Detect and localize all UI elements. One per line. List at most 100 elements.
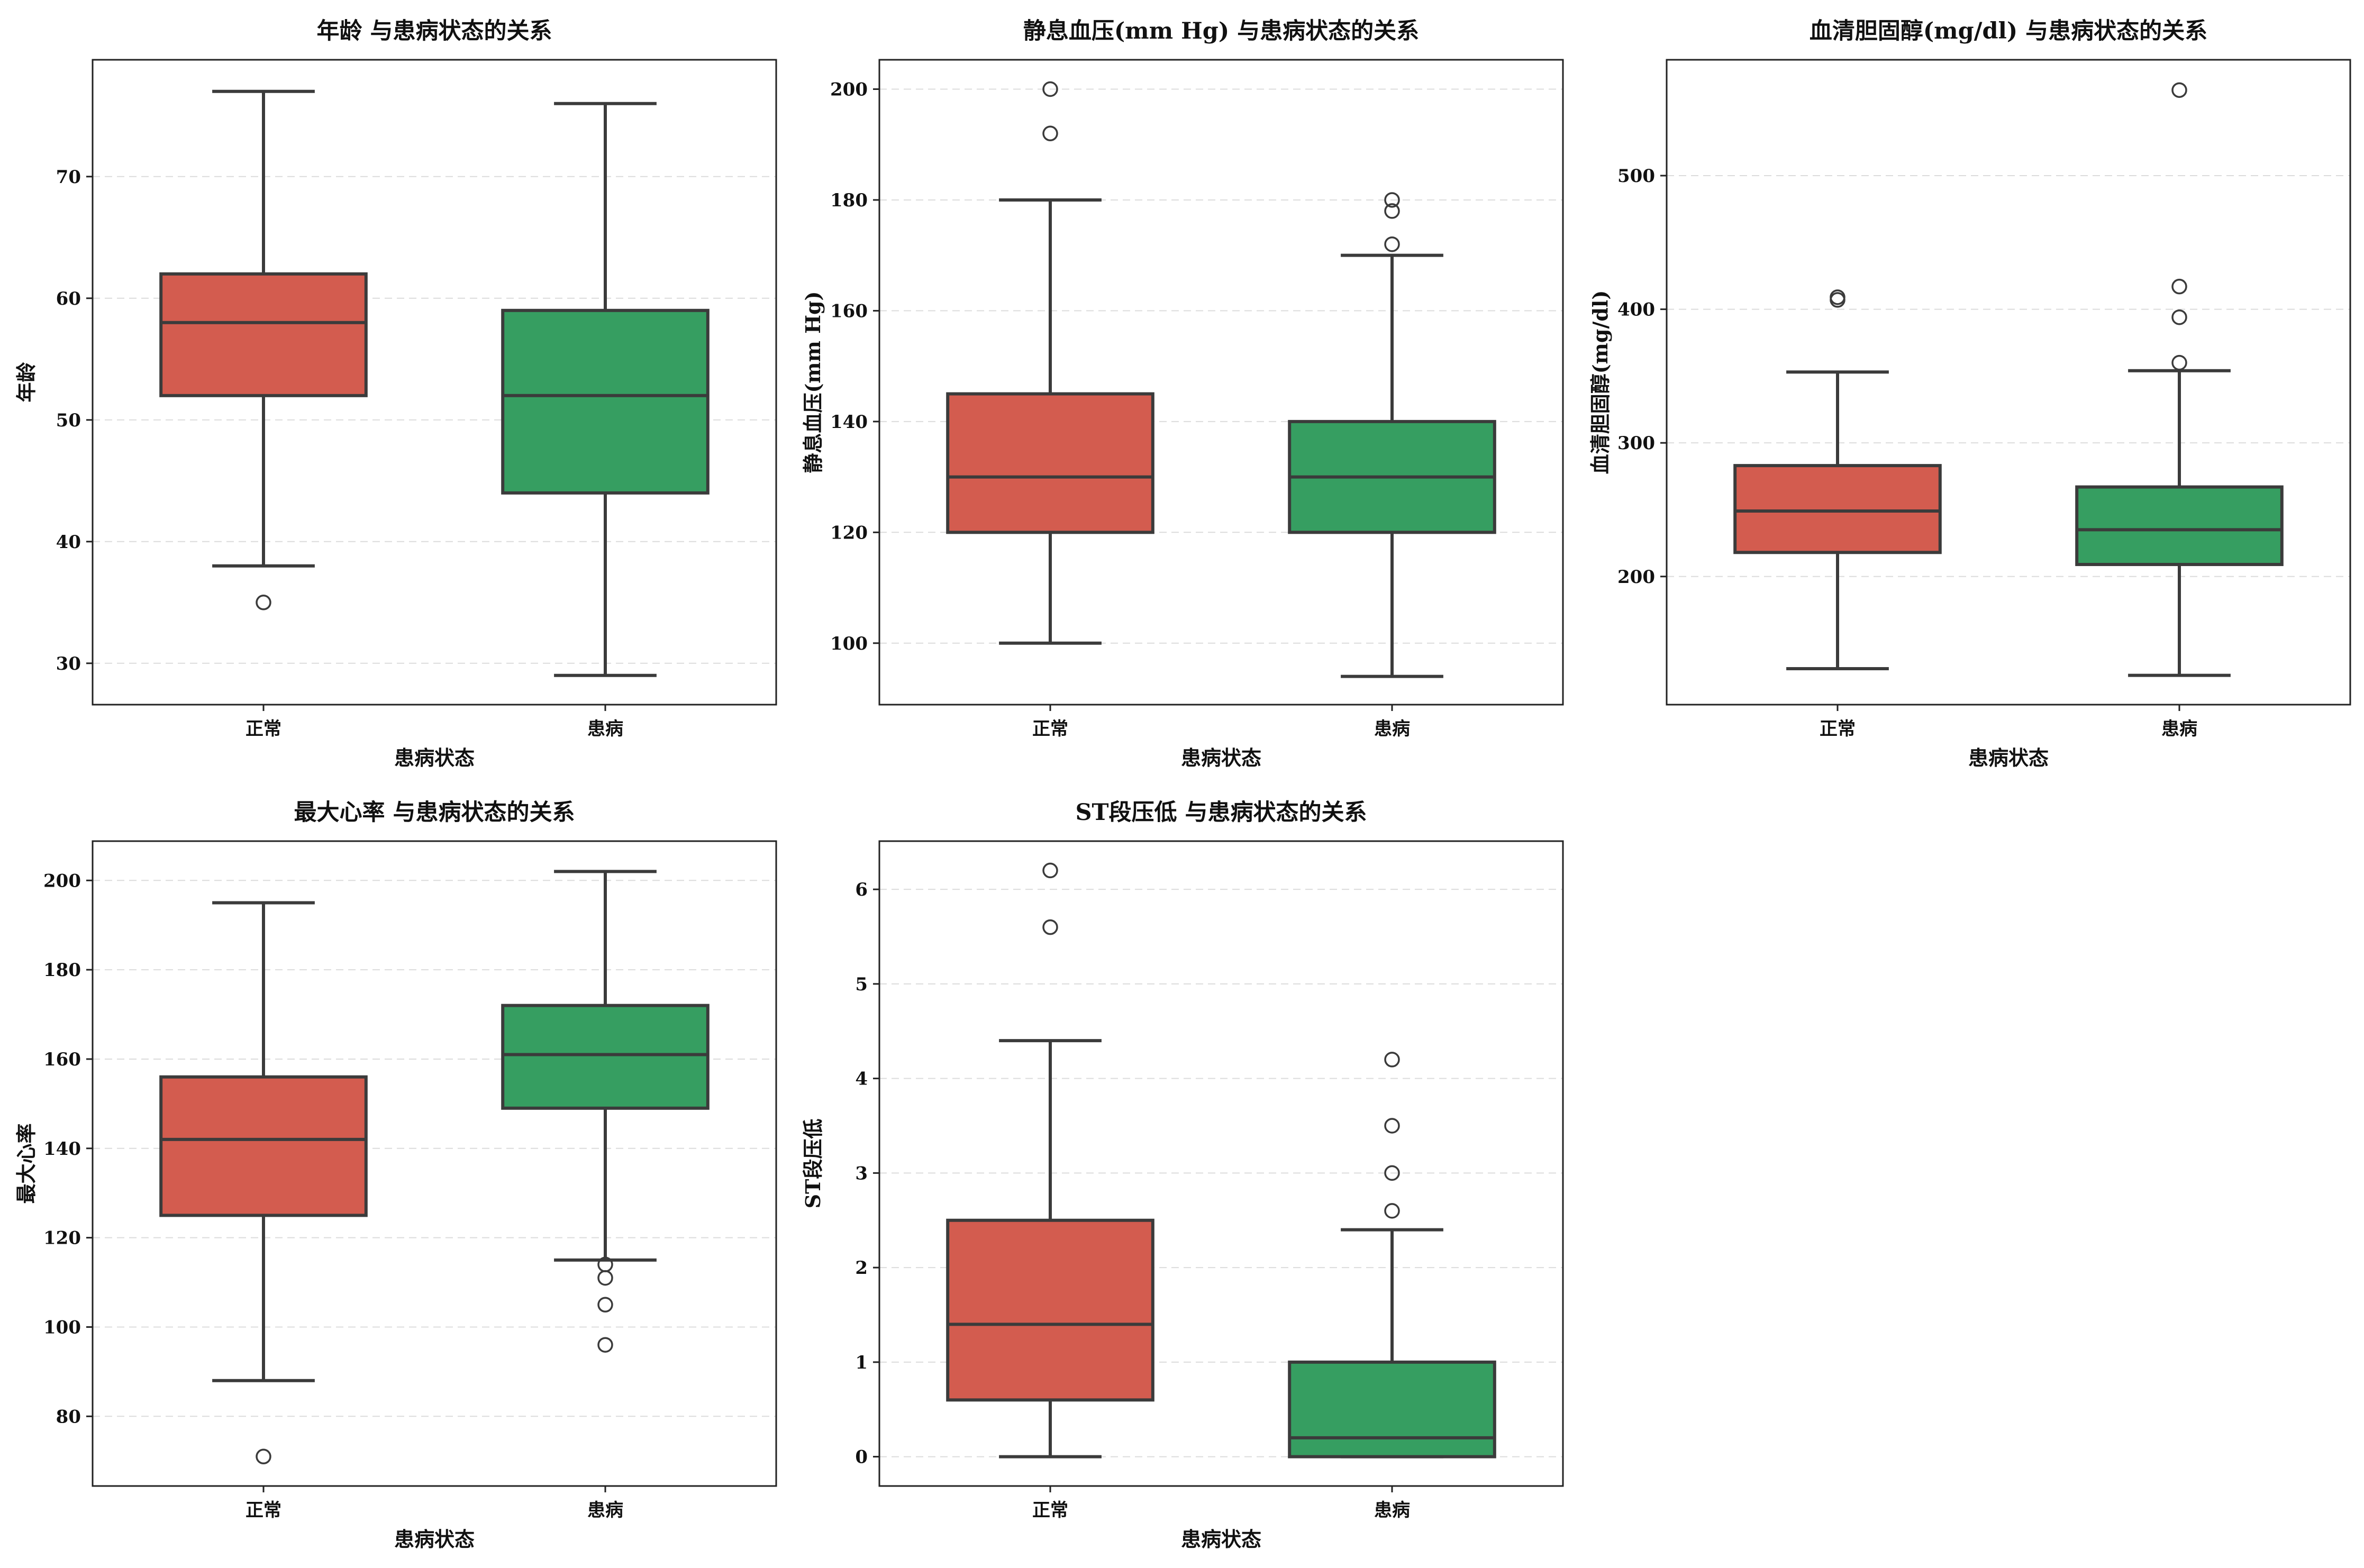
chart-title: 静息血压(mm Hg) 与患病状态的关系: [1023, 18, 1419, 44]
plot-frame: [1666, 59, 2351, 706]
plot-frame: [878, 59, 1564, 706]
box-normal: [159, 89, 368, 610]
iqr-box: [2075, 485, 2284, 567]
x-axis-label: 患病状态: [1181, 1527, 1261, 1551]
y-tick-label: 1: [855, 1352, 868, 1373]
y-tick-label: 2: [855, 1257, 868, 1279]
outlier-point: [1384, 203, 1400, 219]
outlier-point: [1042, 862, 1058, 879]
x-tick-label: 正常: [246, 718, 281, 740]
y-axis-label: 年龄: [14, 362, 38, 402]
iqr-box: [1733, 464, 1942, 554]
iqr-box: [159, 272, 368, 397]
outlier-point: [1042, 81, 1058, 97]
iqr-box: [159, 1075, 368, 1217]
x-axis-label: 患病状态: [394, 1527, 475, 1551]
chart-title: 血清胆固醇(mg/dl) 与患病状态的关系: [1810, 18, 2207, 44]
outlier-point: [2171, 82, 2187, 98]
x-tick-label: 患病: [587, 1500, 623, 1521]
outlier-point: [597, 1337, 613, 1353]
y-tick-label: 4: [855, 1069, 868, 1090]
box-normal: [159, 901, 368, 1465]
outlier-point: [256, 595, 271, 610]
iqr-box: [501, 1004, 710, 1110]
outlier-point: [1830, 289, 1845, 305]
box-disease: [501, 870, 710, 1353]
x-tick-label: 正常: [1820, 718, 1856, 740]
box-disease: [1288, 192, 1496, 678]
y-tick-label: 300: [1617, 433, 1655, 454]
outlier-point: [1384, 236, 1400, 252]
y-tick-label: 60: [56, 288, 81, 309]
y-tick-label: 3: [855, 1163, 868, 1184]
x-tick-label: 正常: [1032, 718, 1068, 740]
outlier-point: [2171, 278, 2187, 295]
y-tick-label: 180: [43, 960, 81, 981]
y-tick-label: 6: [855, 879, 868, 900]
outlier-point: [2171, 309, 2187, 325]
y-tick-label: 200: [830, 79, 868, 101]
y-axis-label: 静息血压(mm Hg): [801, 291, 825, 473]
x-tick-label: 正常: [1032, 1500, 1068, 1521]
y-tick-label: 200: [1617, 567, 1655, 588]
y-axis-label: ST段压低: [801, 1119, 825, 1209]
iqr-box: [501, 308, 710, 495]
chart-title: 年龄 与患病状态的关系: [317, 18, 552, 44]
outlier-point: [1384, 1052, 1400, 1068]
x-axis-label: 患病状态: [394, 746, 475, 770]
outlier-point: [1384, 1165, 1400, 1181]
y-tick-label: 50: [56, 410, 81, 431]
x-tick-label: 正常: [246, 1500, 281, 1521]
y-tick-label: 100: [830, 633, 868, 654]
y-axis-label: 最大心率: [14, 1123, 38, 1204]
outlier-point: [2171, 354, 2187, 371]
plot-frame: [92, 59, 777, 706]
y-tick-label: 160: [43, 1049, 81, 1070]
outlier-point: [597, 1297, 613, 1313]
box-disease: [501, 102, 710, 677]
x-axis-label: 患病状态: [1968, 746, 2049, 770]
outlier-point: [1384, 1118, 1400, 1134]
box-disease: [2075, 82, 2284, 677]
box-normal: [946, 81, 1154, 645]
y-tick-label: 5: [855, 974, 868, 995]
y-tick-label: 120: [43, 1228, 81, 1249]
y-tick-label: 200: [43, 870, 81, 891]
y-tick-label: 140: [43, 1138, 81, 1160]
y-tick-label: 70: [56, 167, 81, 188]
y-tick-label: 0: [855, 1447, 868, 1468]
iqr-box: [946, 1218, 1154, 1402]
x-tick-label: 患病: [1374, 718, 1410, 740]
y-tick-label: 160: [830, 300, 868, 322]
plot-frame: [92, 840, 777, 1487]
y-tick-label: 100: [43, 1317, 81, 1338]
x-tick-label: 患病: [2161, 718, 2197, 740]
outlier-point: [597, 1270, 613, 1286]
outlier-point: [1384, 192, 1400, 208]
box-disease: [1288, 1052, 1496, 1458]
x-tick-label: 患病: [1374, 1500, 1410, 1521]
plot-frame: [878, 840, 1564, 1487]
y-tick-label: 140: [830, 412, 868, 433]
chart-title: 最大心率 与患病状态的关系: [294, 799, 575, 826]
box-normal: [1733, 289, 1942, 671]
outlier-point: [1384, 1203, 1400, 1219]
outlier-point: [1042, 125, 1058, 142]
outlier-point: [256, 1448, 271, 1465]
x-axis-label: 患病状态: [1181, 746, 1261, 770]
iqr-box: [946, 392, 1154, 534]
y-tick-label: 80: [56, 1406, 81, 1427]
chart-panel-2: 200 300 400 500 正常 患病 血清胆固醇(mg/dl) 与患病状态的关系患病状…: [1588, 18, 2351, 770]
y-tick-label: 30: [56, 653, 81, 674]
y-tick-label: 40: [56, 532, 81, 553]
y-tick-label: 500: [1617, 166, 1655, 187]
y-tick-label: 180: [830, 190, 868, 211]
y-axis-label: 血清胆固醇(mg/dl): [1588, 290, 1612, 475]
chart-title: ST段压低 与患病状态的关系: [1075, 799, 1367, 826]
y-tick-label: 400: [1617, 299, 1655, 321]
x-tick-label: 患病: [587, 718, 623, 740]
chart-panel-1: 100 120 140 160 180 200 正常 患病 静息血压(mm Hg) 与患病状态的…: [801, 18, 1564, 770]
